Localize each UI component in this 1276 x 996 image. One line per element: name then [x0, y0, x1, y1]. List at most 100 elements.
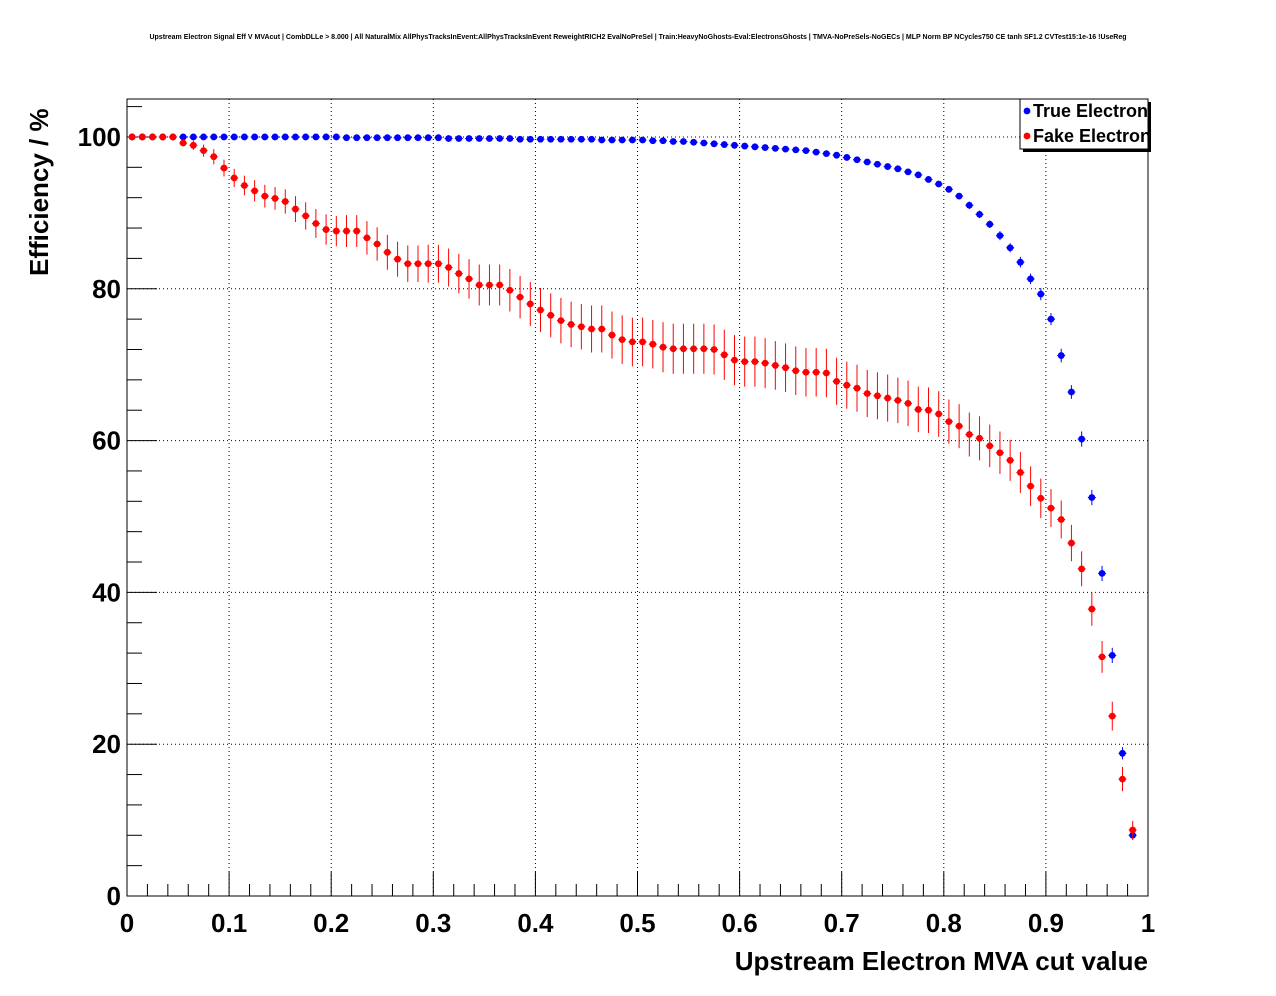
data-point [863, 158, 871, 166]
data-point [802, 147, 810, 155]
data-point [914, 171, 922, 179]
data-point [1037, 494, 1045, 502]
data-point [220, 133, 228, 141]
data-point [159, 133, 167, 141]
data-point [853, 384, 861, 392]
data-point [976, 434, 983, 442]
data-point [782, 145, 789, 153]
data-point [628, 136, 636, 144]
grid-lines [127, 99, 1148, 896]
data-point [271, 133, 279, 141]
data-point [547, 311, 555, 319]
data-point [833, 151, 840, 159]
data-point [720, 351, 728, 359]
data-point [965, 431, 973, 438]
data-point [1108, 651, 1116, 659]
data-point [1027, 275, 1034, 283]
y-tick-label: 100 [78, 122, 121, 152]
data-point [465, 135, 473, 142]
data-point [731, 356, 738, 364]
data-point [1119, 749, 1126, 757]
data-point [486, 281, 493, 289]
data-point [955, 422, 963, 430]
data-point [618, 336, 626, 344]
data-point [414, 260, 422, 268]
x-tick-label: 0.9 [1028, 908, 1064, 938]
data-point [1098, 653, 1106, 661]
data-point [414, 134, 422, 142]
data-point [720, 141, 728, 148]
data-point [241, 133, 248, 141]
data-point [353, 227, 361, 235]
data-point [1078, 565, 1086, 573]
data-point [751, 358, 759, 366]
data-point [588, 135, 595, 143]
data-point [455, 270, 463, 277]
data-point [598, 325, 606, 333]
data-point [608, 136, 616, 144]
data-point [465, 275, 473, 283]
data-point [424, 134, 432, 142]
x-tick-label: 0.5 [619, 908, 655, 938]
data-point [894, 165, 902, 173]
data-point [1057, 516, 1065, 523]
data-point [322, 226, 330, 233]
y-tick-label: 20 [92, 729, 121, 759]
data-point [812, 148, 820, 156]
legend-label: True Electron [1033, 101, 1148, 121]
data-point [986, 220, 994, 228]
data-point [904, 399, 912, 407]
data-point [445, 264, 453, 271]
data-point [649, 137, 657, 145]
legend-marker [1023, 107, 1031, 115]
data-point [1098, 570, 1106, 577]
y-tick-label: 40 [92, 577, 121, 607]
data-point [935, 410, 943, 418]
data-point [169, 133, 177, 141]
data-point [639, 136, 647, 144]
data-point [598, 136, 606, 144]
data-point [547, 135, 555, 143]
data-point [261, 133, 269, 141]
data-point [833, 377, 840, 385]
y-axis-title: Efficiency / % [24, 108, 54, 276]
data-point [261, 192, 269, 200]
data-point [343, 227, 350, 235]
data-point [1006, 244, 1014, 252]
data-point [863, 390, 871, 397]
data-point [516, 293, 524, 301]
data-point [618, 136, 626, 144]
data-point [557, 317, 565, 325]
data-point [445, 135, 453, 142]
data-point [557, 135, 565, 143]
legend-label: Fake Electron [1033, 126, 1151, 146]
x-tick-label: 0.6 [722, 908, 758, 938]
data-point [302, 133, 310, 141]
data-point [383, 134, 391, 142]
data-point [230, 133, 238, 141]
data-point [659, 137, 667, 145]
data-point [914, 406, 922, 413]
data-point [965, 201, 973, 209]
data-point [179, 139, 187, 147]
data-point [792, 146, 800, 154]
data-point [1068, 539, 1075, 547]
data-point [577, 135, 585, 143]
data-point [292, 205, 299, 213]
data-point [496, 135, 504, 142]
data-point [1119, 775, 1126, 783]
data-point [955, 192, 963, 200]
data-point [567, 135, 575, 143]
data-point [1037, 290, 1045, 298]
data-point [1027, 482, 1034, 490]
axes: 0 0.1 0.2 0.3 0.4 0.5 0.6 0.7 0.8 0.9 1 0 20 40 60 80 10… [78, 98, 1155, 938]
data-point [373, 240, 381, 248]
data-point [179, 133, 187, 141]
data-point [404, 260, 412, 268]
data-point [537, 135, 544, 143]
data-point [690, 345, 698, 353]
data-point [312, 220, 320, 227]
data-point [1068, 388, 1075, 396]
data-point [200, 133, 207, 141]
data-point [812, 368, 820, 376]
